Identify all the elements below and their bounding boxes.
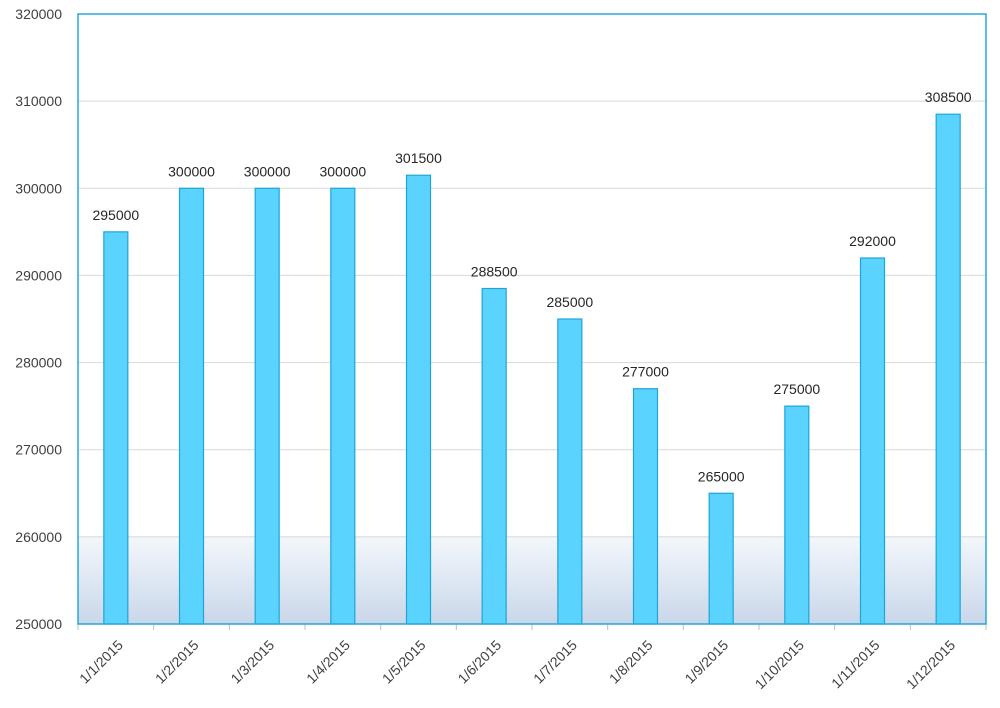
bar-1-4-2015	[330, 187, 356, 625]
data-label: 265000	[698, 468, 745, 484]
data-labels: 295000 300000 300000 300000 301500 288500 2850…	[92, 89, 971, 484]
bar-1-5-2015	[405, 174, 432, 625]
data-label: 301500	[395, 150, 442, 166]
bar-1-8-2015	[632, 388, 659, 625]
y-tick-label: 290000	[15, 267, 62, 283]
x-tick-label: 1/1/2015	[76, 637, 126, 687]
data-label: 285000	[546, 294, 593, 310]
x-tick-label: 1/2/2015	[152, 637, 202, 687]
x-tick-label: 1/8/2015	[606, 637, 656, 687]
y-tick-label: 270000	[15, 442, 62, 458]
bar-1-6-2015	[481, 287, 507, 625]
x-tick-label: 1/5/2015	[379, 637, 429, 687]
y-tick-label: 310000	[15, 93, 62, 109]
x-tick-label: 1/6/2015	[454, 637, 504, 687]
plot-frame	[77, 13, 987, 625]
data-label: 300000	[319, 163, 366, 179]
bar-1-10-2015	[784, 405, 810, 625]
y-tick-label: 300000	[15, 180, 62, 196]
data-label: 300000	[168, 163, 215, 179]
y-tick-label: 260000	[15, 529, 62, 545]
x-axis-ticks	[77, 624, 987, 630]
bar-1-11-2015	[859, 257, 886, 625]
bars	[103, 113, 961, 625]
data-label: 295000	[92, 207, 139, 223]
y-tick-label: 320000	[15, 6, 62, 22]
bar-1-9-2015	[708, 492, 734, 625]
x-axis-labels: 1/1/2015 1/2/2015 1/3/2015 1/4/2015 1/5/2015…	[76, 637, 958, 693]
data-label: 288500	[471, 264, 518, 280]
x-tick-label: 1/7/2015	[530, 637, 580, 687]
bar-1-12-2015	[935, 113, 961, 625]
bar-1-2-2015	[178, 187, 205, 625]
data-label: 277000	[622, 364, 669, 380]
bottom-shade-band	[78, 536, 986, 624]
x-tick-label: 1/4/2015	[303, 637, 353, 687]
gridlines	[78, 100, 986, 538]
bar-1-3-2015	[254, 187, 280, 625]
x-tick-label: 1/11/2015	[828, 637, 883, 692]
x-tick-label: 1/12/2015	[903, 637, 959, 693]
data-label: 292000	[849, 233, 896, 249]
data-label: 308500	[925, 89, 972, 105]
x-tick-label: 1/10/2015	[752, 637, 808, 693]
x-tick-label: 1/9/2015	[681, 637, 731, 687]
x-tick-label: 1/3/2015	[227, 637, 277, 687]
bar-1-1-2015	[103, 231, 129, 625]
y-axis-ticks: 250000 260000 270000 280000 290000 300000 3100…	[15, 6, 62, 632]
y-tick-label: 250000	[15, 616, 62, 632]
y-tick-label: 280000	[15, 355, 62, 371]
bar-1-7-2015	[557, 318, 583, 625]
data-label: 300000	[244, 163, 291, 179]
data-label: 275000	[773, 381, 820, 397]
